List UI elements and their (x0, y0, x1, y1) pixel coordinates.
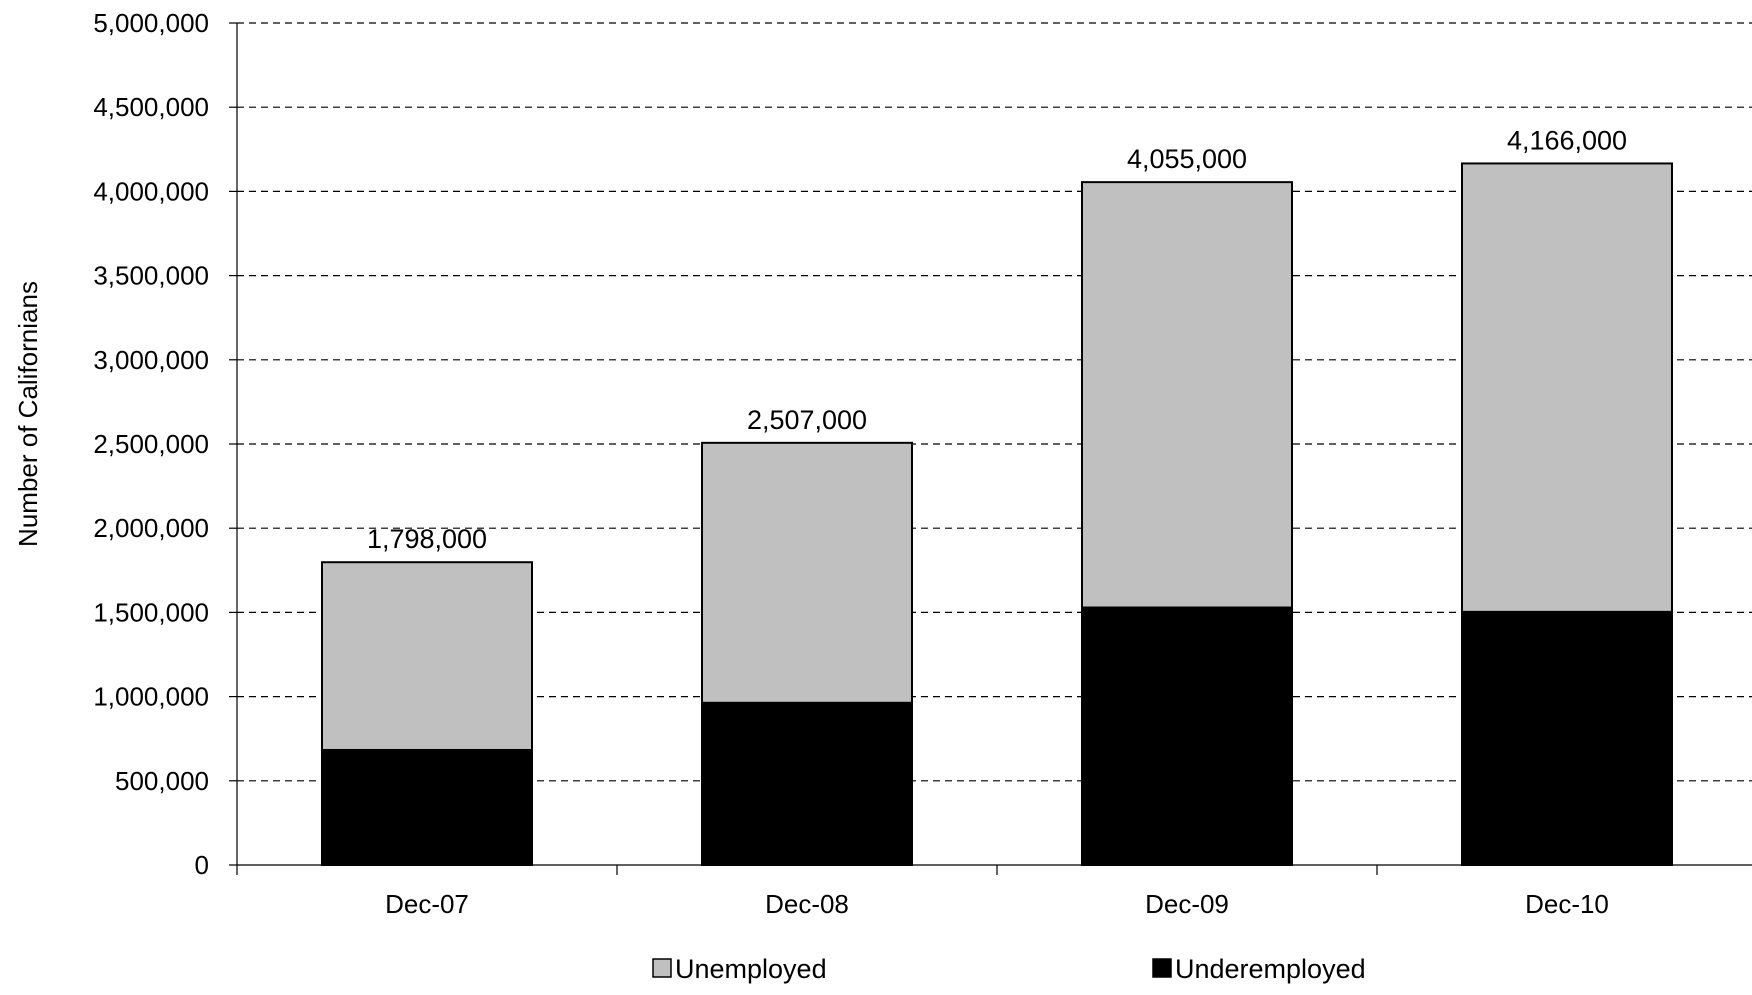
axes: 0 500,000 1,000,000 1,500,000 2,000,000 2,500… (13, 8, 1752, 880)
legend-label-underemployed: Underemployed (1175, 954, 1366, 984)
legend-label-unemployed: Unemployed (675, 954, 827, 984)
y-tick-label: 0 (195, 850, 209, 880)
bar-segment-unemployed (322, 562, 532, 749)
bar-total-label: 1,798,000 (367, 524, 487, 554)
bar-outline (321, 561, 533, 866)
y-tick-label: 4,000,000 (93, 176, 209, 206)
bar-segment-underemployed (322, 748, 532, 865)
legend-swatch-unemployed (652, 958, 672, 978)
bar-segment-unemployed (1462, 163, 1672, 611)
bar-segment-underemployed (702, 701, 912, 865)
y-tick-label: 5,000,000 (93, 8, 209, 38)
bar-segment-underemployed (1462, 610, 1672, 865)
bar-outline (701, 441, 913, 866)
bars (321, 162, 1673, 866)
y-tick-label: 3,000,000 (93, 345, 209, 375)
legend-swatch-underemployed (1152, 958, 1172, 978)
y-tick-label: 3,500,000 (93, 261, 209, 291)
bar-total-label: 4,166,000 (1507, 125, 1627, 155)
bar-outline (1461, 162, 1673, 866)
y-tick-label: 2,500,000 (93, 429, 209, 459)
y-tick-label: 1,000,000 (93, 682, 209, 712)
x-tick-label: Dec-08 (765, 889, 849, 919)
bar-segment-unemployed (702, 442, 912, 702)
bar-segment-unemployed (1082, 182, 1292, 607)
y-tick-label: 1,500,000 (93, 597, 209, 627)
x-tick-label: Dec-10 (1525, 889, 1609, 919)
bar-segment-underemployed (1082, 606, 1292, 865)
bar-total-label: 4,055,000 (1127, 144, 1247, 174)
labels: 1,798,000 Dec-07 2,507,000 Dec-08 4,055,000 D… (367, 125, 1627, 919)
x-tick-label: Dec-07 (385, 889, 469, 919)
y-tick-label: 2,000,000 (93, 513, 209, 543)
x-tick-label: Dec-09 (1145, 889, 1229, 919)
bar-outline (1081, 181, 1293, 866)
y-tick-label: 4,500,000 (93, 92, 209, 122)
y-axis-title: Number of Californians (13, 281, 43, 547)
bar-total-label: 2,507,000 (747, 405, 867, 435)
legend: Unemployed Underemployed (652, 954, 1366, 984)
y-tick-label: 500,000 (115, 766, 209, 796)
